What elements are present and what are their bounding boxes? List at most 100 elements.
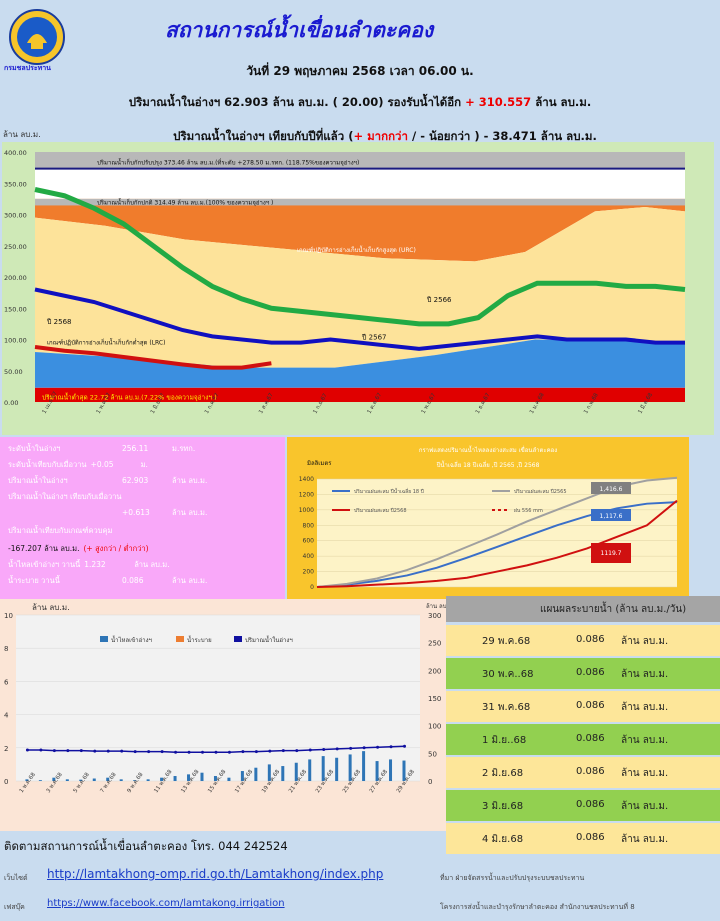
y-tick-label: 150.00 [4,305,27,313]
release-date: 4 มิ.ย.68 [482,834,524,845]
daily-volume-point [187,750,191,754]
release-unit: ล้าน ลบ.ม. [621,636,669,647]
daily-volume-point [335,747,339,751]
daily-inflow-bar [25,779,29,781]
daily-right-tick: 100 [428,723,441,731]
cumulative-chart-frame: กราฟแสดงปริมาณน้ำไหลลงอ่างสะสม เขื่อนลำต… [287,437,689,599]
status-label: ปริมาณน้ำในอ่างฯ เทียบกับเมื่อวาน [8,492,122,501]
daily-volume-point [254,750,258,754]
y-tick-label: 100.00 [4,337,27,345]
daily-right-tick: 250 [428,640,441,648]
release-plan-row: 1 มิ.ย..68 0.086 ล้าน ลบ.ม. [446,724,720,755]
release-unit: ล้าน ลบ.ม. [621,702,669,713]
daily-volume-point [376,745,380,749]
daily-legend-swatch [234,636,242,642]
cumulative-legend-label: ฝน 556 mm [514,508,543,514]
year-2567-label: ปี 2567 [362,334,387,342]
callout-label: 1,416.6 [600,486,623,493]
status-row: ระดับน้ำเทียบกับเมื่อวาน +0.05 ม. [8,459,148,471]
daily-inflow-bar [106,777,110,781]
daily-right-tick: 150 [428,695,441,703]
status-row: ระดับน้ำในอ่างฯ 256.11 ม.รทก. [8,443,195,455]
daily-left-tick: 8 [4,645,8,653]
daily-inflow-bar [200,772,204,781]
cumulative-y-tick: 600 [303,538,315,545]
release-plan-row: 30 พ.ค..68 0.086 ล้าน ลบ.ม. [446,658,720,689]
daily-inflow-bar [119,779,123,781]
year-2568-label: ปี 2568 [47,318,72,326]
status-unit: ล้าน ลบ.ม. [134,560,170,569]
release-plan-row: 31 พ.ค.68 0.086 ล้าน ลบ.ม. [446,691,720,722]
daily-volume-point [174,750,178,754]
status-row: น้ำระบาย วานนี้ 0.086 ล้าน ลบ.ม. [8,575,207,587]
daily-volume-point [362,746,366,750]
main-chart: 400.00 350.00 300.00 250.00 200.00 150.00 100.… [4,149,686,415]
status-label: น้ำระบาย วานนี้ [8,576,60,585]
release-plan-header-row: แผนผลระบายน้ำ (ล้าน ลบ.ม./วัน) [446,596,720,622]
status-label: ปริมาณน้ำในอ่างฯ [8,476,68,485]
normal-capacity-band [35,198,685,206]
remaining-capacity: + 310.557 [465,95,532,109]
year-2566-label: ปี 2566 [427,296,452,304]
daily-chart: ล้าน ลบ.ม. ล้าน ลบ.ม. 10 8 6 4 2 0 300 250 200 150 1… [4,603,454,794]
daily-inflow-bar [65,779,69,781]
daily-inflow-bar [146,779,150,781]
daily-volume-point [160,750,164,754]
daily-volume-point [66,749,70,753]
daily-volume-point [322,747,326,751]
release-date: 1 มิ.ย..68 [482,735,527,746]
status-value: (+ สูงกว่า / ต่ำกว่า) [83,544,149,553]
series-line-ปี2566 [34,187,686,327]
release-plan-row: 3 มิ.ย.68 0.086 ล้าน ลบ.ม. [446,790,720,821]
daily-legend-label: น้ำไหลเข้าอ่างฯ [111,634,152,644]
daily-left-tick: 6 [4,678,9,686]
daily-unit-right: ล้าน ลบ.ม. [426,603,446,610]
daily-legend-swatch [100,636,108,642]
storage-text: ปริมาณน้ำในอ่างฯ 62.903 ล้าน ลบ.ม. ( 20.… [128,95,462,109]
release-value: 0.086 [576,667,605,678]
rid-logo-icon [9,9,65,65]
status-unit: ล้าน ลบ.ม. [172,508,208,517]
release-unit: ล้าน ลบ.ม. [621,669,669,680]
status-row: +0.613 ล้าน ลบ.ม. [8,507,207,519]
facebook-link[interactable]: https://www.facebook.com/lamtakong.irrig… [47,898,285,909]
daily-volume-point [389,745,393,749]
daily-inflow-bar [79,779,83,781]
series-line-ปี2568 [34,345,272,370]
storage-line: ปริมาณน้ำในอ่างฯ 62.903 ล้าน ลบ.ม. ( 20.… [0,94,720,112]
daily-inflow-bar [227,777,231,781]
cumulative-legend-label: ปริมาณฝนสะสม ปี2565 [514,488,567,495]
daily-inflow-bar [294,762,298,781]
storage-unit: ล้าน ลบ.ม. [535,95,592,109]
cumulative-y-tick: 800 [303,522,315,529]
cumulative-y-tick: 1000 [299,507,314,514]
release-value: 0.086 [576,733,605,744]
cumulative-y-tick: 0 [310,584,314,591]
compare-text-a: ปริมาณน้ำในอ่างฯ เทียบกับปีที่แล้ว ( [173,129,354,143]
daily-inflow-bar [375,761,379,781]
daily-left-tick: 4 [4,712,9,720]
cumulative-y-tick: 400 [303,553,315,560]
website-link[interactable]: http://lamtakhong-omp.rid.go.th/Lamtakho… [47,867,384,881]
max-capacity-label: ปริมาณน้ำเก็บกักปรับปรุง 373.46 ล้าน ลบ.… [97,157,359,167]
callout-box [591,543,631,563]
daily-volume-point [349,746,353,750]
daily-inflow-bar [213,776,217,781]
release-unit: ล้าน ลบ.ม. [621,834,669,845]
cumulative-chart: กราฟแสดงปริมาณน้ำไหลลงอ่างสะสม เขื่อนลำต… [299,444,678,591]
daily-volume-point [147,750,151,754]
daily-volume-point [39,748,43,752]
release-plan-header: แผนผลระบายน้ำ (ล้าน ลบ.ม./วัน) [540,604,687,615]
release-value: 0.086 [576,766,605,777]
status-value: 62.903 [122,476,149,485]
status-row: ปริมาณน้ำเทียบกับเกณฑ์ควบคุม [8,525,166,537]
cumulative-y-tick: 200 [303,569,315,576]
daily-inflow-bar [267,764,271,781]
daily-inflow-bar [160,777,164,781]
status-value: 256.11 [122,444,149,453]
daily-inflow-bar [133,780,137,781]
daily-volume-point [201,750,205,754]
release-date: 30 พ.ค..68 [482,669,534,680]
contact-line: ติดตามสถานการณ์น้ำเขื่อนลำตะคอง โทร. 044… [4,839,288,853]
urc-band [35,198,685,262]
